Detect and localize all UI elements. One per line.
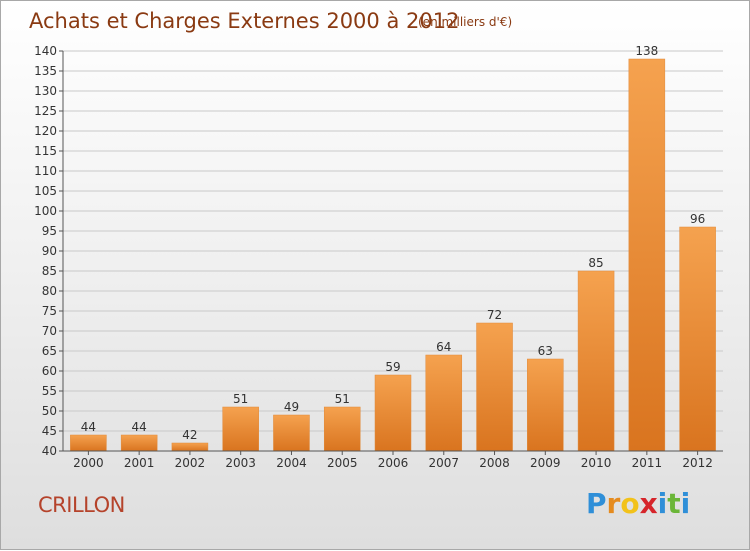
bar (679, 226, 716, 452)
data-label: 85 (588, 256, 603, 270)
logo-letter: o (620, 487, 640, 520)
proxiti-logo: Proxiti (586, 487, 690, 520)
y-tick-label: 135 (34, 64, 57, 78)
y-tick-label: 100 (34, 204, 57, 218)
y-tick-label: 60 (42, 364, 57, 378)
x-tick-label: 2012 (682, 456, 713, 470)
y-tick-label: 50 (42, 404, 57, 418)
x-tick-label: 2008 (479, 456, 510, 470)
y-tick-label: 85 (42, 264, 57, 278)
x-tick-label: 2010 (581, 456, 612, 470)
y-tick-label: 80 (42, 284, 57, 298)
x-tick-label: 2005 (327, 456, 358, 470)
bar (577, 270, 615, 452)
x-tick-label: 2004 (276, 456, 307, 470)
bar (171, 442, 209, 452)
y-tick-label: 40 (42, 444, 57, 458)
x-tick-label: 2000 (73, 456, 104, 470)
data-label: 59 (385, 360, 400, 374)
bar (527, 358, 564, 452)
x-tick-label: 2006 (378, 456, 409, 470)
data-label: 49 (284, 400, 299, 414)
bar (476, 322, 513, 452)
bar (425, 354, 463, 452)
logo-letter: i (657, 487, 668, 520)
x-axis: 2000 2001 2002 2003 2004 2005 2006 2007 2008 2009… (63, 450, 723, 470)
data-label: 42 (182, 428, 197, 442)
y-tick-label: 140 (34, 44, 57, 58)
y-tick-label: 45 (42, 424, 57, 438)
data-label: 64 (436, 340, 451, 354)
y-tick-label: 125 (34, 104, 57, 118)
bar (323, 406, 361, 452)
data-label: 96 (690, 212, 705, 226)
x-tick-label: 2001 (124, 456, 155, 470)
data-label: 51 (233, 392, 248, 406)
bar (120, 434, 158, 452)
logo-letter: x (639, 487, 658, 520)
x-tick-label: 2007 (428, 456, 459, 470)
commune-name: CRILLON (38, 493, 125, 517)
logo-letter: r (606, 487, 621, 520)
x-tick-label: 2003 (225, 456, 256, 470)
logo-letter: i (680, 487, 691, 520)
logo-letter: P (586, 487, 607, 520)
data-label: 138 (635, 44, 658, 58)
y-tick-label: 120 (34, 124, 57, 138)
bar (273, 414, 310, 452)
grid-lines (63, 50, 723, 432)
bar (628, 58, 666, 452)
bar (70, 434, 107, 452)
y-tick-label: 105 (34, 184, 57, 198)
data-label: 63 (538, 344, 553, 358)
y-tick-label: 65 (42, 344, 57, 358)
bar (374, 374, 412, 452)
data-label: 51 (335, 392, 350, 406)
data-label: 44 (81, 420, 96, 434)
x-tick-label: 2011 (632, 456, 663, 470)
bars: 44 44 42 51 49 51 59 64 72 63 85 138 96 (70, 44, 716, 452)
chart-subtitle: (en milliers d'€) (418, 15, 512, 29)
y-tick-label: 55 (42, 384, 57, 398)
y-tick-label: 95 (42, 224, 57, 238)
y-axis: 40 45 50 55 60 65 70 75 80 85 90 95 100 105 110 115 120 1… (34, 44, 64, 458)
y-tick-label: 90 (42, 244, 57, 258)
y-tick-label: 110 (34, 164, 57, 178)
x-tick-label: 2002 (175, 456, 206, 470)
y-tick-label: 70 (42, 324, 57, 338)
logo-letter: t (667, 487, 681, 520)
data-label: 44 (132, 420, 147, 434)
y-tick-label: 115 (34, 144, 57, 158)
x-tick-label: 2009 (530, 456, 561, 470)
y-tick-label: 130 (34, 84, 57, 98)
data-label: 72 (487, 308, 502, 322)
chart-title: Achats et Charges Externes 2000 à 2012 (29, 9, 459, 33)
bar (222, 406, 259, 452)
y-tick-label: 75 (42, 304, 57, 318)
